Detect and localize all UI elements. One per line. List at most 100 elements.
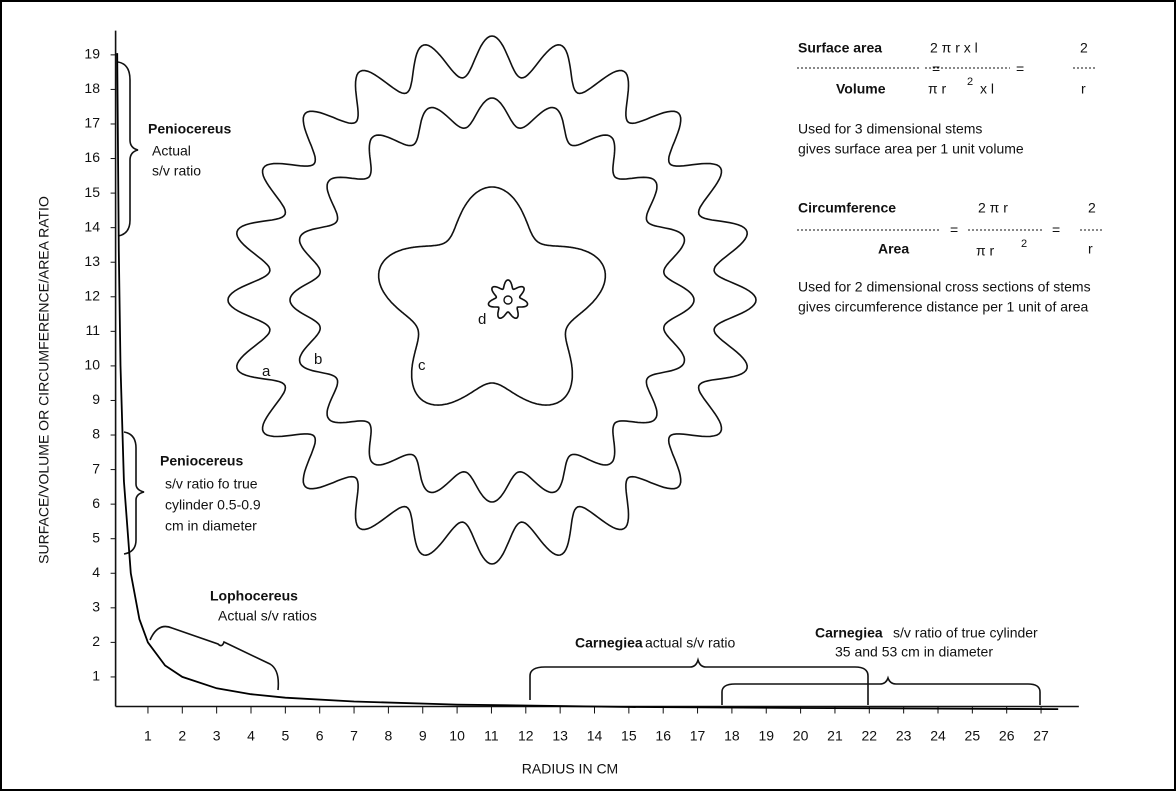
- annotation: actual s/v ratio: [645, 635, 735, 651]
- annotation: 35 and 53 cm in diameter: [835, 644, 993, 660]
- x-tick-label: 8: [385, 728, 393, 744]
- x-axis-label: RADIUS IN CM: [522, 761, 618, 777]
- annotation: Carnegiea: [815, 625, 883, 641]
- outline: [377, 186, 607, 406]
- x-tick-label: 24: [930, 728, 946, 744]
- x-tick-label: 1: [144, 728, 152, 744]
- x-tick-label: 18: [724, 728, 740, 744]
- curve: [116, 53, 1059, 710]
- outline: [227, 35, 757, 565]
- y-tick-label: 18: [84, 80, 100, 96]
- brace: [123, 431, 145, 555]
- x-tick-label: 2: [178, 728, 186, 744]
- annotation: gives surface area per 1 unit volume: [798, 141, 1024, 157]
- outline: [503, 295, 513, 305]
- annotation: Used for 3 dimensional stems: [798, 121, 982, 137]
- y-tick-label: 5: [92, 529, 100, 545]
- x-tick-label: 6: [316, 728, 324, 744]
- y-tick-label: 4: [92, 564, 100, 580]
- y-tick-label: 10: [84, 357, 100, 373]
- x-tick-label: 4: [247, 728, 255, 744]
- x-tick-label: 13: [552, 728, 568, 744]
- x-tick-label: 21: [827, 728, 843, 744]
- annotation: 2: [1088, 200, 1096, 216]
- x-tick-label: 17: [690, 728, 706, 744]
- annotation: s/v ratio of true cylinder: [893, 625, 1038, 641]
- x-tick-label: 25: [965, 728, 981, 744]
- annotation: Actual: [152, 143, 191, 159]
- annotation: π r: [928, 81, 947, 97]
- x-tick-label: 14: [587, 728, 603, 744]
- brace: [529, 657, 869, 705]
- x-tick-label: 7: [350, 728, 358, 744]
- annotation: s/v ratio fo true: [165, 476, 258, 492]
- cross-section-outlines: [227, 35, 757, 565]
- annotation: =: [950, 222, 958, 238]
- annotation: 2: [1080, 40, 1088, 56]
- annotation: c: [418, 357, 426, 374]
- y-tick-label: 8: [92, 426, 100, 442]
- y-tick-label: 2: [92, 633, 100, 649]
- annotation: 2: [967, 76, 973, 88]
- annotation: Surface area: [798, 40, 882, 56]
- x-tick-label: 20: [793, 728, 809, 744]
- annotation: gives circumference distance per 1 unit …: [798, 299, 1088, 315]
- y-tick-label: 11: [85, 322, 100, 338]
- y-tick-label: 13: [84, 253, 100, 269]
- brace: [149, 625, 280, 691]
- x-tick-label: 27: [1033, 728, 1049, 744]
- annotation: =: [1016, 61, 1024, 77]
- y-tick-label: 3: [92, 599, 100, 615]
- y-tick-label: 6: [92, 495, 100, 511]
- y-axis-label: SURFACE/VOLUME OR CIRCUMFERENCE/AREA RAT…: [36, 196, 52, 564]
- annotation: Used for 2 dimensional cross sections of…: [798, 279, 1091, 295]
- annotation: Peniocereus: [160, 453, 243, 469]
- x-tick-label: 11: [484, 728, 499, 744]
- y-tick-label: 1: [92, 668, 100, 684]
- x-tick-label: 19: [758, 728, 774, 744]
- annotation: r: [1081, 81, 1086, 97]
- annotation: Peniocereus: [148, 121, 231, 137]
- annotation: Volume: [836, 81, 886, 97]
- x-tick-label: 15: [621, 728, 637, 744]
- x-tick-label: 3: [213, 728, 221, 744]
- x-tick-label: 5: [281, 728, 289, 744]
- brace: [721, 675, 1041, 705]
- x-tick-label: 23: [896, 728, 912, 744]
- x-tick-label: 22: [862, 728, 878, 744]
- annotation: 2: [1021, 238, 1027, 250]
- annotation: cm in diameter: [165, 518, 257, 534]
- y-tick-label: 14: [84, 218, 100, 234]
- annotation: Circumference: [798, 200, 896, 216]
- annotation: =: [932, 61, 940, 77]
- annotation: cylinder 0.5-0.9: [165, 497, 261, 513]
- y-tick-label: 7: [92, 460, 100, 476]
- annotation: Actual s/v ratios: [218, 608, 317, 624]
- annotation: x l: [980, 81, 994, 97]
- annotation: Area: [878, 241, 909, 257]
- x-tick-label: 9: [419, 728, 427, 744]
- outline: [289, 97, 695, 503]
- y-tick-label: 16: [84, 149, 100, 165]
- x-tick-label: 16: [655, 728, 671, 744]
- annotation: Carnegiea: [575, 635, 643, 651]
- annotation: =: [1052, 222, 1060, 238]
- annotation: r: [1088, 241, 1093, 257]
- annotation: 2 π r: [978, 200, 1008, 216]
- annotation: a: [262, 363, 271, 380]
- y-tick-label: 15: [84, 184, 100, 200]
- y-tick-label: 19: [84, 46, 100, 62]
- annotation: s/v ratio: [152, 163, 201, 179]
- annotation: d: [478, 311, 486, 328]
- brace: [117, 61, 139, 237]
- y-tick-label: 12: [84, 287, 100, 303]
- x-tick-label: 10: [449, 728, 465, 744]
- x-tick-label: 12: [518, 728, 534, 744]
- annotation: b: [314, 351, 322, 368]
- annotation: π r: [976, 243, 995, 259]
- annotation: Lophocereus: [210, 588, 298, 604]
- annotation: 2 π r x l: [930, 40, 978, 56]
- x-tick-label: 26: [999, 728, 1015, 744]
